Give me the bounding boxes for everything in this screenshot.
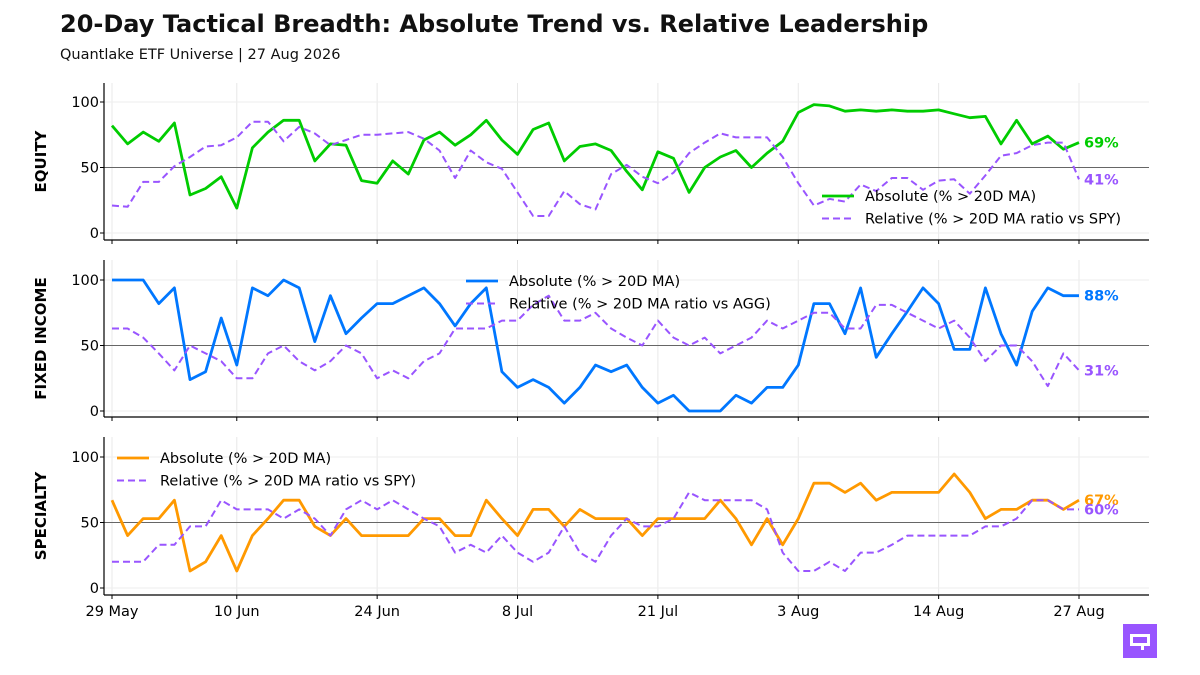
legend-label: Absolute (% > 20D MA): [509, 274, 680, 290]
y-tick-label: 50: [81, 339, 99, 355]
x-tick-label: 27 Aug: [1053, 604, 1104, 620]
legend-label: Relative (% > 20D MA ratio vs AGG): [509, 297, 771, 313]
end-value-label: 88%: [1084, 289, 1119, 305]
y-tick-label: 0: [90, 226, 99, 242]
legend-label: Relative (% > 20D MA ratio vs SPY): [160, 474, 416, 490]
series-line-specialty-absolute: [110, 472, 1080, 573]
panel-specialty: 0 50 100 SPECIALTY 67%60% Absolute (% > 20D M…: [32, 437, 1149, 599]
x-tick-label: 10 Jun: [214, 604, 260, 620]
brand-logo-icon: [1123, 624, 1157, 658]
end-value-label: 67%: [1084, 493, 1119, 509]
chart-subtitle: Quantlake ETF Universe | 27 Aug 2026: [60, 47, 341, 63]
y-tick-label: 100: [71, 273, 99, 289]
series-line-specialty-relative: [112, 491, 1079, 572]
panel-equity: 0 50 100 EQUITY 69% 41% Absolute (% > 20D MA) R…: [32, 83, 1149, 244]
series-line-fixed_income-absolute: [112, 278, 1079, 413]
y-tick-label: 50: [81, 161, 99, 177]
x-tick-label: 14 Aug: [913, 604, 964, 620]
legend-label: Absolute (% > 20D MA): [865, 189, 1036, 205]
y-tick-label: 0: [90, 404, 99, 420]
y-tick-label: 50: [81, 516, 99, 532]
x-tick-label: 3 Aug: [777, 604, 819, 620]
y-axis-label: FIXED INCOME: [32, 277, 50, 399]
end-value-label: 60%: [1084, 502, 1119, 518]
legend-label: Absolute (% > 20D MA): [160, 451, 331, 467]
end-value-label: 41%: [1084, 172, 1119, 188]
series-line-equity-relative: [111, 120, 1080, 217]
y-axis-label: SPECIALTY: [32, 471, 50, 561]
y-tick-label: 0: [90, 581, 99, 597]
end-value-label: 31%: [1084, 363, 1119, 379]
y-axis-label: EQUITY: [32, 129, 50, 192]
x-tick-label: 8 Jul: [502, 604, 533, 620]
y-tick-label: 100: [71, 95, 99, 111]
series-line-fixed_income-relative: [112, 294, 1080, 388]
legend-label: Relative (% > 20D MA ratio vs SPY): [865, 212, 1121, 228]
end-value-label: 69%: [1084, 136, 1119, 152]
x-tick-label: 24 Jun: [354, 604, 400, 620]
panel-fixed_income: 0 50 100 FIXED INCOME 88% 31% Absolute (% > 20…: [32, 260, 1149, 421]
chart-title: 20-Day Tactical Breadth: Absolute Trend …: [60, 10, 929, 38]
x-tick-label: 29 May: [85, 604, 138, 620]
y-tick-label: 100: [71, 450, 99, 466]
x-tick-label: 21 Jul: [638, 604, 679, 620]
